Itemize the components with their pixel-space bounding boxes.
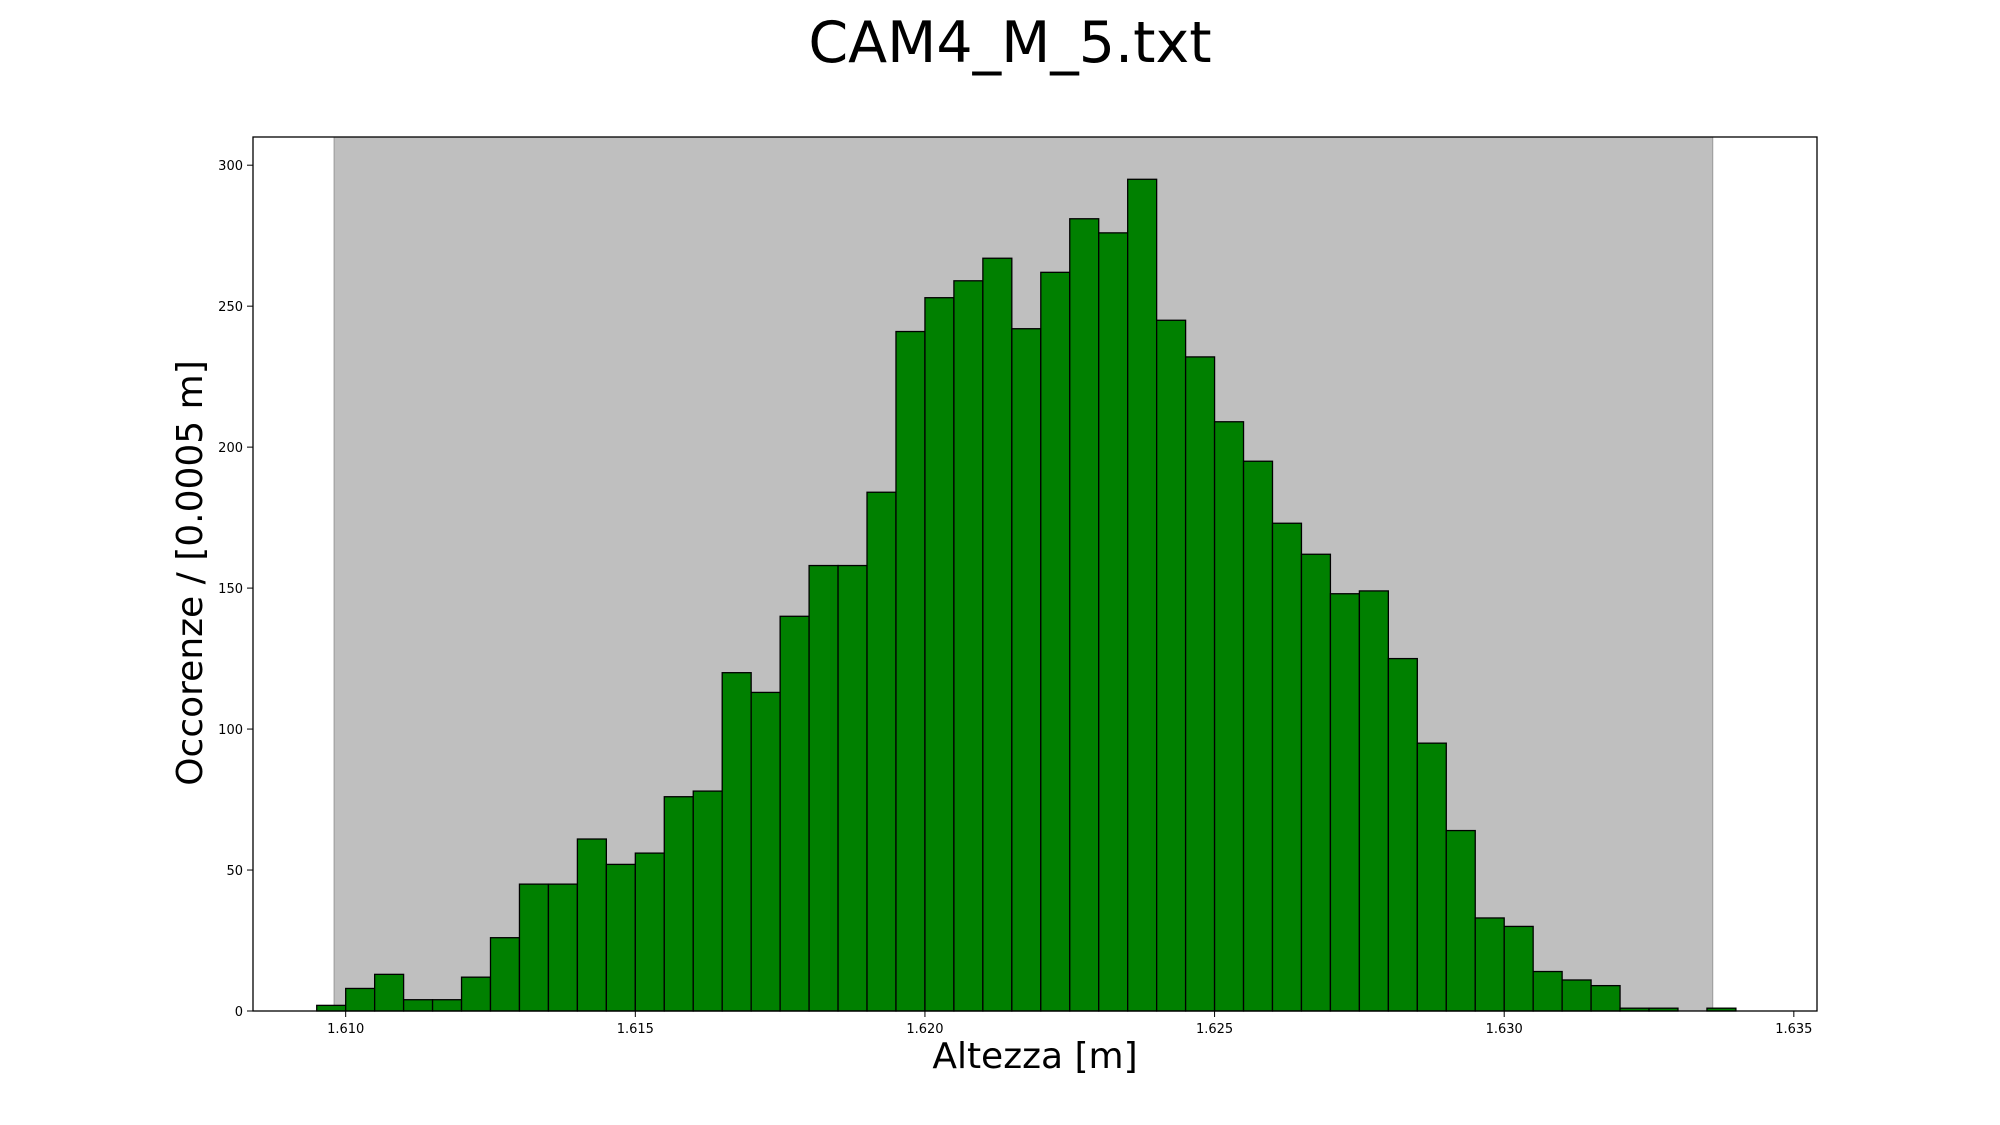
histogram-bar	[402, 999, 434, 1012]
histogram-bar	[1069, 218, 1100, 1012]
histogram-bar	[547, 883, 579, 1012]
histogram-bar	[721, 672, 752, 1012]
histogram-bar	[924, 297, 955, 1012]
histogram-bar	[1184, 356, 1216, 1012]
x-axis-ticks: 1.610 1.615 1.620 1.625 1.630 1.635	[327, 1011, 1812, 1037]
y-tick-label: 300	[218, 159, 243, 174]
y-tick-label: 50	[226, 864, 243, 879]
histogram-bar	[431, 999, 463, 1012]
plot-frame	[252, 136, 1818, 1012]
histogram-bar	[1503, 925, 1534, 1012]
histogram-bars	[316, 178, 1737, 1012]
x-tick-label: 1.625	[1196, 1022, 1233, 1037]
histogram-bar	[1155, 319, 1187, 1012]
histogram-bar	[1329, 593, 1361, 1012]
histogram-bar	[1127, 178, 1158, 1012]
histogram-bar	[1040, 271, 1071, 1012]
histogram-bar	[837, 564, 868, 1012]
x-axis-label: Altezza [m]	[932, 1036, 1137, 1077]
histogram-bar	[489, 937, 521, 1012]
histogram-bar	[866, 491, 897, 1012]
histogram-bar	[1242, 460, 1274, 1012]
x-tick-label: 1.635	[1775, 1022, 1812, 1037]
histogram-bar	[316, 1004, 347, 1012]
histogram-bar	[750, 691, 781, 1012]
y-tick-label: 200	[218, 441, 243, 456]
histogram-bar	[1387, 657, 1418, 1012]
y-tick-label: 150	[218, 582, 243, 597]
histogram-bar	[982, 257, 1013, 1012]
histogram-bar	[1532, 970, 1563, 1012]
histogram-bar	[518, 883, 550, 1012]
x-tick-label: 1.620	[906, 1022, 943, 1037]
histogram-bar	[576, 838, 607, 1012]
histogram-bar	[1098, 232, 1129, 1012]
histogram-bar	[808, 564, 839, 1012]
histogram-bar	[634, 852, 665, 1012]
histogram-bar	[1416, 742, 1447, 1012]
y-tick-label: 250	[218, 300, 243, 315]
histogram-bar	[1213, 421, 1245, 1012]
histogram-bar	[779, 615, 810, 1012]
y-tick-label: 0	[235, 1005, 243, 1020]
x-tick-label: 1.615	[617, 1022, 654, 1037]
histogram-bar	[1358, 590, 1389, 1012]
histogram-bar	[1590, 984, 1621, 1012]
histogram-bar	[692, 790, 723, 1012]
histogram-bar	[1561, 979, 1592, 1012]
x-tick-label: 1.610	[327, 1022, 364, 1037]
histogram-bar	[895, 330, 926, 1012]
x-tick-label: 1.630	[1486, 1022, 1523, 1037]
histogram-bar	[663, 796, 694, 1012]
y-axis-ticks: 0 50 100 150 200 250 300	[218, 159, 253, 1020]
histogram-bar	[345, 987, 376, 1012]
histogram-bar	[1271, 522, 1303, 1012]
y-axis-label: Occorenze / [0.0005 m]	[170, 360, 211, 786]
histogram-bar	[605, 863, 636, 1012]
histogram-bar	[373, 973, 405, 1012]
histogram-bar	[1474, 917, 1505, 1012]
histogram-bar	[1445, 829, 1476, 1012]
y-tick-label: 100	[218, 723, 243, 738]
histogram-bar	[1300, 553, 1332, 1012]
histogram-bar	[1011, 328, 1042, 1012]
histogram-bar	[953, 280, 984, 1012]
chart-title: CAM4_M_5.txt	[808, 10, 1211, 76]
histogram-bar	[460, 976, 492, 1012]
